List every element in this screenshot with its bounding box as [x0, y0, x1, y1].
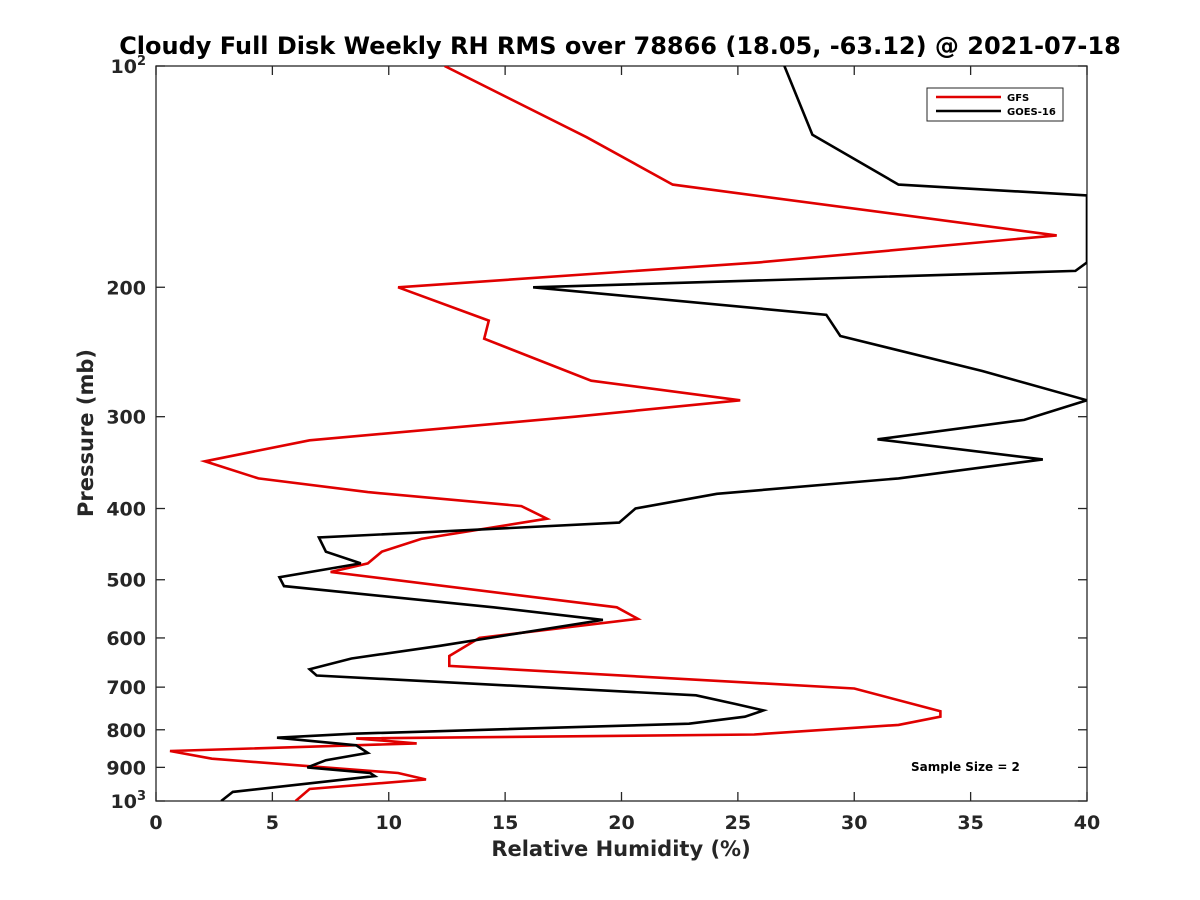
y-tick-label: 700 [106, 677, 146, 699]
y-tick-label: 800 [106, 720, 146, 742]
x-tick-label: 5 [266, 812, 279, 834]
y-tick-label: 200 [106, 277, 146, 299]
y-axis-ticks: 102 200 300 400 500 600 700 800 900 103 [106, 54, 1087, 813]
y-tick-label: 102 [111, 54, 147, 78]
x-tick-label: 35 [957, 812, 983, 834]
sample-size-annotation: Sample Size = 2 [911, 760, 1020, 774]
legend-box [926, 87, 1064, 122]
series-line-goes16 [220, 66, 1087, 801]
y-tick-label: 900 [106, 757, 146, 779]
legend-label-goes16: GOES-16 [1007, 107, 1056, 118]
series-line-gfs [169, 66, 1057, 801]
legend-label-gfs: GFS [1007, 93, 1029, 104]
y-tick-label: 500 [106, 570, 146, 592]
y-tick-label: 400 [106, 499, 146, 521]
x-tick-label: 10 [376, 812, 402, 834]
x-tick-label: 25 [725, 812, 751, 834]
x-tick-label: 40 [1074, 812, 1100, 834]
y-axis-label: Pressure (mb) [74, 349, 98, 517]
x-tick-label: 30 [841, 812, 867, 834]
x-tick-label: 20 [608, 812, 634, 834]
x-axis-ticks: 0 5 10 15 20 25 30 35 40 [149, 66, 1100, 834]
chart-title: Cloudy Full Disk Weekly RH RMS over 7886… [119, 32, 1121, 60]
x-axis-label: Relative Humidity (%) [491, 837, 750, 861]
y-tick-label: 103 [111, 789, 147, 813]
x-tick-label: 0 [149, 812, 162, 834]
y-tick-label: 600 [106, 628, 146, 650]
legend: GFS GOES-16 [926, 87, 1064, 122]
y-tick-label: 300 [106, 407, 146, 429]
x-tick-label: 15 [492, 812, 518, 834]
